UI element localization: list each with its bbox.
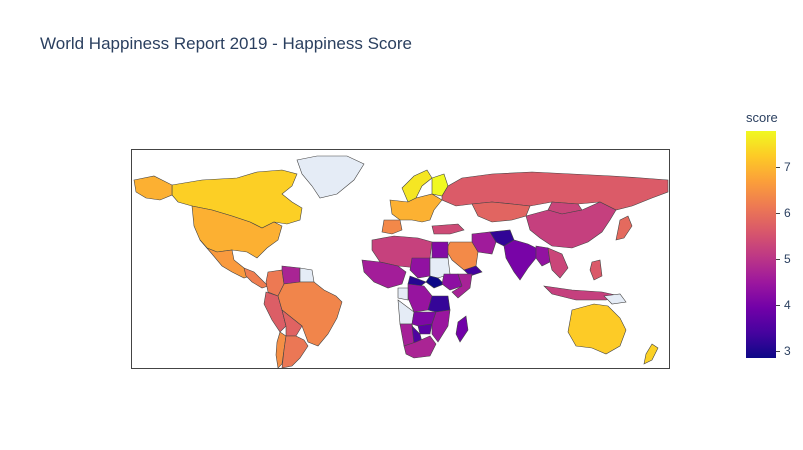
- region-spain[interactable]: [381, 219, 403, 235]
- region-japan[interactable]: [615, 215, 633, 241]
- region-western-europe[interactable]: [389, 193, 443, 223]
- region-southeast-asia[interactable]: [547, 247, 569, 279]
- chart-title: World Happiness Report 2019 - Happiness …: [40, 34, 412, 53]
- world-map[interactable]: [132, 150, 669, 368]
- region-ethiopia[interactable]: [441, 273, 463, 291]
- region-west-africa[interactable]: [361, 259, 407, 289]
- region-madagascar[interactable]: [455, 315, 469, 343]
- region-philippines[interactable]: [589, 259, 603, 281]
- region-south-sudan[interactable]: [425, 275, 445, 289]
- region-australia[interactable]: [567, 303, 627, 355]
- region-guyana[interactable]: [299, 267, 315, 283]
- map-frame[interactable]: [131, 149, 670, 369]
- colorbar-gradient: [746, 131, 776, 358]
- colorbar: 3 4 5 6 7: [746, 131, 791, 358]
- region-greenland[interactable]: [296, 155, 365, 199]
- region-papua-new-guinea[interactable]: [603, 293, 627, 305]
- colorbar-tick: 3: [776, 344, 791, 359]
- region-egypt[interactable]: [431, 241, 449, 259]
- region-zimbabwe[interactable]: [417, 323, 433, 335]
- region-kazakhstan[interactable]: [471, 201, 531, 223]
- region-south-africa[interactable]: [403, 335, 437, 359]
- region-argentina[interactable]: [281, 335, 309, 368]
- region-chad[interactable]: [409, 257, 431, 279]
- region-gabon[interactable]: [397, 287, 409, 301]
- region-alaska[interactable]: [133, 175, 173, 201]
- region-saudi-arabia[interactable]: [445, 241, 479, 271]
- colorbar-tick: 7: [776, 159, 791, 174]
- region-venezuela[interactable]: [281, 265, 301, 285]
- region-new-zealand[interactable]: [643, 343, 659, 365]
- region-china[interactable]: [525, 201, 617, 249]
- region-tanzania[interactable]: [427, 295, 451, 313]
- region-somalia[interactable]: [451, 273, 473, 299]
- region-india[interactable]: [503, 239, 541, 281]
- region-mozambique[interactable]: [431, 309, 451, 343]
- region-myanmar[interactable]: [535, 245, 551, 267]
- region-turkey[interactable]: [431, 223, 465, 235]
- colorbar-tick: 6: [776, 205, 791, 220]
- colorbar-tick: 4: [776, 297, 791, 312]
- colorbar-tick: 5: [776, 251, 791, 266]
- colorbar-title: score: [746, 110, 778, 125]
- region-central-america[interactable]: [243, 267, 269, 289]
